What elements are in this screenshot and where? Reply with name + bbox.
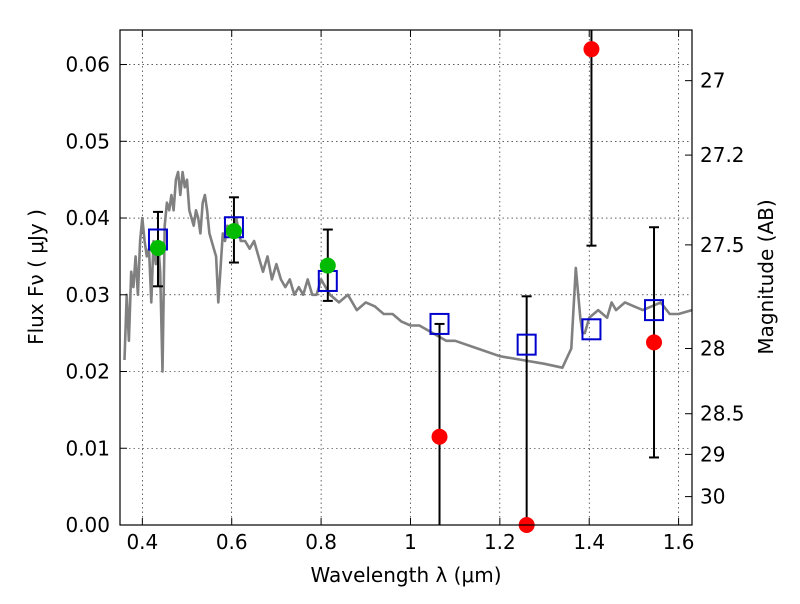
observed-flux-point xyxy=(149,239,166,256)
model-flux-square xyxy=(516,333,537,356)
x-tick-label: 1 xyxy=(404,530,417,554)
x-axis-label: Wavelength λ (μm) xyxy=(310,563,501,587)
right-axis-label: Magnitude (AB) xyxy=(754,199,778,354)
x-tick-label: 1.2 xyxy=(484,530,516,554)
plot-frame xyxy=(119,29,693,526)
observed-flux-point xyxy=(431,428,448,445)
observed-flux-point xyxy=(646,334,663,351)
right-tick-label: 28 xyxy=(700,336,725,360)
observed-flux-point xyxy=(583,41,600,58)
y-tick-label: 0.05 xyxy=(65,129,110,153)
x-tick-label: 0.6 xyxy=(216,530,248,554)
right-tick-label: 29 xyxy=(700,442,725,466)
model-flux-square xyxy=(581,318,602,341)
axis-ticks: 0.4 0.6 0.8 1 1.2 1.4 1.6 0.00 0.01 0.02 0.03 0.04 0… xyxy=(65,30,745,554)
model-flux-square xyxy=(429,312,450,335)
y-tick-label: 0.06 xyxy=(65,53,110,77)
x-tick-label: 1.6 xyxy=(663,530,695,554)
x-tick-label: 0.4 xyxy=(126,530,158,554)
error-bars xyxy=(152,30,660,525)
x-tick-label: 0.8 xyxy=(305,530,337,554)
observed-flux-point xyxy=(225,223,242,240)
y-tick-label: 0.00 xyxy=(65,513,110,537)
y-tick-label: 0.03 xyxy=(65,283,110,307)
grid-lines xyxy=(120,30,692,526)
y-tick-label: 0.04 xyxy=(65,206,110,230)
y-axis-label: Flux Fν ( μJy ) xyxy=(24,209,48,345)
y-tick-label: 0.01 xyxy=(65,436,110,460)
right-tick-label: 27.2 xyxy=(700,143,745,167)
observed-flux-point xyxy=(319,257,336,274)
y-tick-label: 0.02 xyxy=(65,360,110,384)
right-tick-label: 30 xyxy=(700,485,725,509)
right-tick-label: 27.5 xyxy=(700,233,745,257)
right-tick-label: 27 xyxy=(700,69,725,93)
data-markers xyxy=(147,41,665,533)
x-tick-label: 1.4 xyxy=(573,530,605,554)
spectrum-line xyxy=(123,170,693,373)
right-tick-label: 28.5 xyxy=(700,402,745,426)
model-flux-square xyxy=(644,299,665,322)
model-spectrum xyxy=(123,170,693,373)
